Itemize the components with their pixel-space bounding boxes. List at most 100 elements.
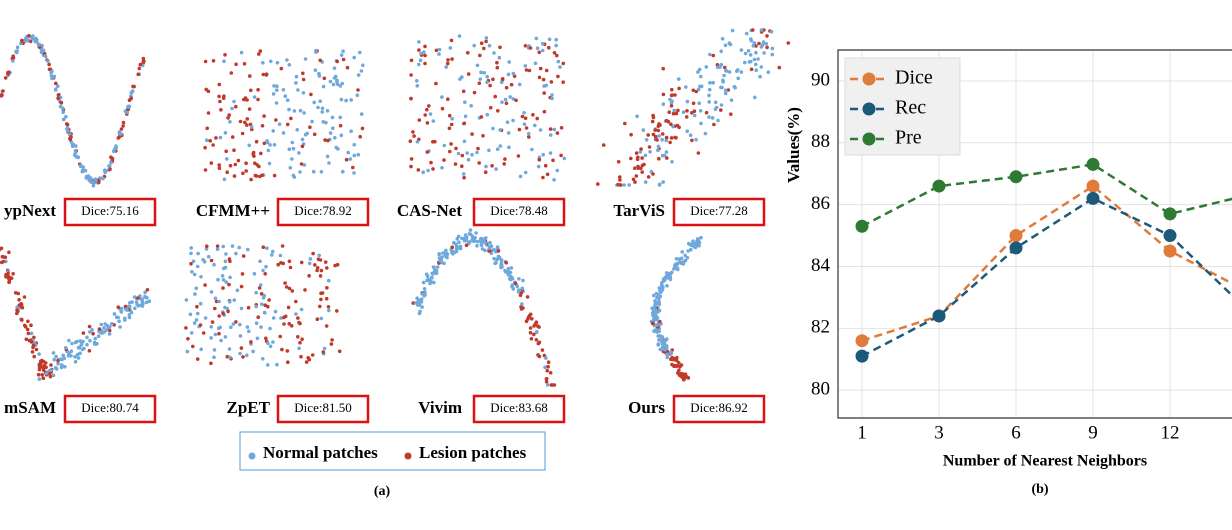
scatter-point [69,349,74,354]
scatter-point [319,170,324,174]
scatter-point [114,146,118,150]
scatter-point [743,60,747,65]
scatter-point [17,298,21,302]
scatter-point [458,246,463,251]
scatter-point [769,29,774,34]
scatter-point [534,338,539,342]
scatter-point [653,134,658,139]
scatter-point [506,72,511,77]
scatter-point [409,96,413,101]
scatter-point [691,239,695,243]
scatter-point [26,331,31,336]
scatter-point [409,164,413,169]
scatter-point [247,143,251,148]
scatter-point [190,270,194,274]
scatter-point [78,339,82,343]
scatter-point [559,126,564,130]
scatter-point [418,309,422,314]
scatter-point [479,242,484,246]
scatter-point [698,109,703,113]
scatter-point [31,343,36,348]
scatter-point [443,254,448,258]
scatter-point [339,133,344,138]
scatter-point [0,246,4,251]
scatter-point [37,352,41,356]
scatter-point [676,108,680,113]
scatter-point [239,306,244,311]
scatter-point [513,281,518,286]
legend-dot [248,452,256,460]
scatter-point [535,116,539,121]
scatter-point [245,98,249,102]
scatter-point [475,150,479,155]
scatter-point [218,325,222,330]
scatter-point [352,55,357,60]
scatter-point [74,154,78,159]
scatter-point [658,123,662,127]
scatter-point [559,153,563,158]
scatter-point [634,174,639,178]
scatter-point [49,70,54,74]
scatter-point [504,85,509,90]
scatter-point [128,301,132,305]
scatter-point [234,104,238,109]
caption: (a) [374,484,391,499]
scatter-point [263,272,268,276]
scatter-point [223,259,228,264]
scatter-point [528,46,533,50]
scatter-point [680,250,684,254]
scatter-point [121,124,125,128]
scatter-point [209,161,214,165]
scatter-point [290,157,294,161]
scatter-point [319,297,323,302]
scatter-point [476,146,480,151]
x-tick-label: 9 [1088,422,1098,443]
scatter-point [259,292,264,296]
scatter-point [336,147,340,151]
scatter-point [530,147,534,152]
scatter-point [487,246,492,250]
scatter-point [65,122,70,127]
scatter-point [485,80,489,85]
scatter-point [245,353,249,358]
scatter-point [128,304,132,309]
scatter-point [267,298,271,302]
scatter-point [275,84,279,88]
scatter-point [430,271,435,276]
scatter-point [206,89,211,94]
scatter-point [643,180,648,184]
scatter-point [665,284,669,288]
scatter-point [20,305,24,310]
scatter-point [692,113,697,118]
scatter-point [442,261,446,266]
scatter-point [69,135,73,139]
scatter-point [6,275,11,279]
scatter-point [278,334,283,339]
scatter-point [224,252,228,256]
scatter-point [29,340,34,344]
scatter-point [503,97,508,102]
scatter-point [260,124,265,128]
scatter-point [257,164,261,169]
scatter-point [688,242,692,247]
scatter-point [257,52,261,56]
scatter-point [335,82,340,86]
scatter-point [643,153,648,158]
scatter-point [440,106,445,111]
scatter-point [667,110,671,114]
scatter-point [54,87,58,91]
scatter-point [221,244,225,249]
scatter-point [192,321,197,325]
scatter-point [140,297,144,302]
scatter-point [323,260,328,264]
scatter-point [56,362,60,366]
scatter-point [444,248,448,253]
panel-label: TarViS [613,201,665,220]
scatter-point [715,65,720,70]
scatter-point [533,322,538,326]
scatter-point [423,61,427,66]
scatter-point [285,122,290,127]
scatter-point [260,302,264,307]
scatter-point [318,99,323,103]
